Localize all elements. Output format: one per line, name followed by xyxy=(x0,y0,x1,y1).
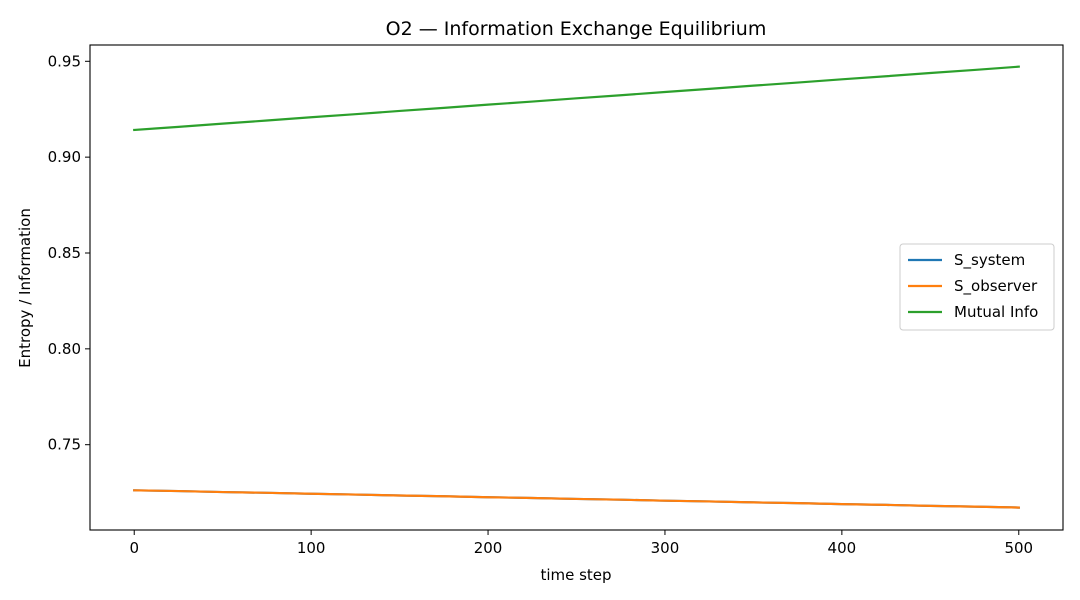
x-tick-label: 0 xyxy=(129,539,139,557)
plot-area xyxy=(133,65,1020,509)
y-tick-label: 0.75 xyxy=(48,436,81,454)
x-tick-label: 400 xyxy=(828,539,857,557)
x-tick-label: 200 xyxy=(474,539,503,557)
series-line-2 xyxy=(133,65,1020,132)
legend-label: S_system xyxy=(954,251,1025,270)
series-line-1 xyxy=(133,489,1020,509)
y-tick-label: 0.90 xyxy=(48,148,81,166)
chart-title: O2 — Information Exchange Equilibrium xyxy=(386,18,767,40)
legend-label: S_observer xyxy=(954,277,1038,296)
plot-frame xyxy=(89,44,1064,531)
axis-ticks: 0 100 200 300 400 500 0.75 0.80 0.85 0.90 0.95 xyxy=(48,52,1033,557)
legend: S_system S_observer Mutual Info xyxy=(899,243,1055,331)
legend-label: Mutual Info xyxy=(954,303,1038,321)
x-tick-label: 300 xyxy=(651,539,680,557)
x-axis-label: time step xyxy=(540,566,611,584)
y-tick-label: 0.85 xyxy=(48,244,81,262)
y-tick-label: 0.95 xyxy=(48,52,81,70)
x-tick-label: 100 xyxy=(297,539,326,557)
legend-box xyxy=(899,243,1055,331)
y-tick-label: 0.80 xyxy=(48,340,81,358)
x-tick-label: 500 xyxy=(1004,539,1033,557)
y-axis-label: Entropy / Information xyxy=(16,208,34,368)
